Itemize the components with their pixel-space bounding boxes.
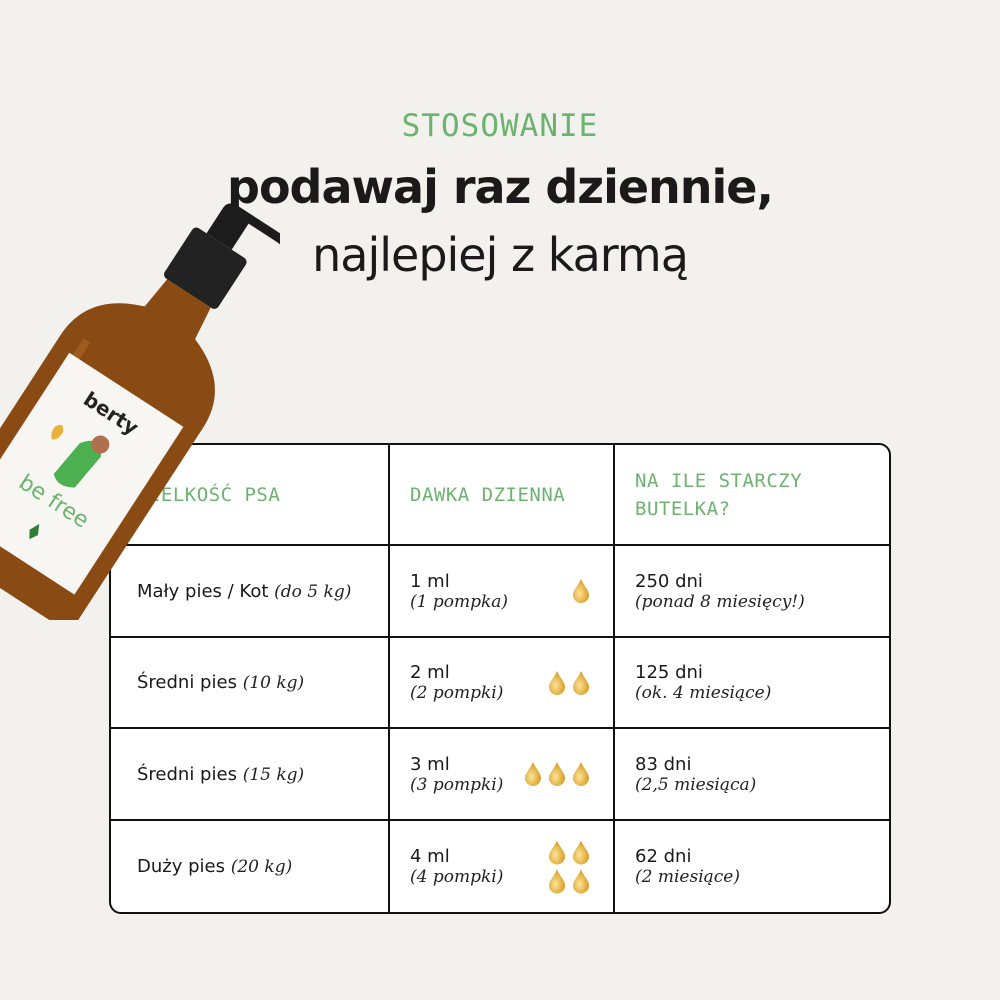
drops-group (521, 578, 591, 604)
size-label: Mały pies / Kot (137, 580, 269, 602)
header-bottle-duration: NA ILE STARCZY BUTELKA? (615, 445, 889, 546)
oil-drop-icon (525, 762, 541, 786)
oil-drop-icon (573, 670, 589, 695)
oil-drop-icon (573, 762, 589, 786)
oil-drop-icon (549, 670, 565, 695)
product-bottle-image: berty be free (0, 203, 280, 620)
cell-daily-dose: 1 ml (1 pompka) (390, 546, 615, 638)
dog-head-illustration (91, 435, 110, 454)
weight-label: (do 5 kg) (274, 581, 352, 602)
pumps-label: (3 pompki) (410, 774, 504, 795)
dose-value: 2 ml (410, 662, 450, 683)
cell-duration: 125 dni (ok. 4 miesiące) (615, 638, 889, 729)
cell-dog-size: Średni pies (15 kg) (111, 729, 390, 821)
section-eyebrow: STOSOWANIE (401, 108, 599, 144)
cell-dog-size: Duży pies (20 kg) (111, 821, 390, 912)
days-value: 125 dni (635, 662, 703, 683)
dog-size-text: Mały pies / Kot (do 5 kg) (137, 581, 388, 602)
dose-value: 1 ml (410, 570, 450, 592)
duration-label: (ponad 8 miesięcy!) (635, 591, 805, 612)
drops-group (521, 761, 591, 787)
days-value: 83 dni (635, 753, 692, 775)
cell-dog-size: Mały pies / Kot (do 5 kg) (111, 546, 390, 638)
headline-line-1: podawaj raz dziennie, (227, 160, 774, 214)
header-label: NA ILE STARCZY BUTELKA? (635, 469, 803, 520)
size-label: Średni pies (137, 763, 237, 785)
dog-size-text: Średni pies (10 kg) (137, 672, 388, 693)
pump-head (206, 203, 280, 262)
header-dog-size: WIELKOŚĆ PSA (111, 445, 390, 546)
drops-group (521, 670, 591, 696)
size-label: Średni pies (137, 672, 237, 693)
days-value: 62 dni (635, 846, 692, 867)
duration-label: (2 miesiące) (635, 867, 740, 887)
cell-duration: 62 dni (2 miesiące) (615, 821, 889, 912)
leaf-icon (29, 524, 40, 540)
oil-drop-icon (549, 840, 565, 864)
oil-drop-icon (549, 869, 565, 893)
header-daily-dose: DAWKA DZIENNA (390, 445, 615, 546)
duration-label: (ok. 4 miesiące) (635, 683, 772, 703)
days-value: 250 dni (635, 570, 703, 592)
dose-value: 3 ml (410, 753, 450, 775)
size-label: Duży pies (137, 856, 225, 877)
weight-label: (10 kg) (242, 673, 305, 693)
dog-size-text: Średni pies (15 kg) (137, 764, 388, 785)
pumps-label: (1 pompka) (410, 591, 509, 612)
dosage-table: WIELKOŚĆ PSA DAWKA DZIENNA NA ILE STARCZ… (109, 443, 891, 914)
label-drop-icon (51, 424, 64, 440)
pump-collar (164, 227, 247, 309)
weight-label: (20 kg) (230, 857, 293, 877)
header-label: WIELKOŚĆ PSA (137, 483, 281, 506)
oil-drop-icon (573, 579, 589, 603)
dog-illustration (53, 440, 102, 488)
cell-dog-size: Średni pies (10 kg) (111, 638, 390, 729)
pumps-label: (2 pompki) (410, 683, 504, 703)
drops-group (545, 839, 591, 894)
cell-duration: 83 dni (2,5 miesiąca) (615, 729, 889, 821)
headline-line-2: najlepiej z karmą (312, 228, 689, 282)
pumps-label: (4 pompki) (410, 867, 504, 887)
cell-daily-dose: 4 ml (4 pompki) (390, 821, 615, 912)
duration-label: (2,5 miesiąca) (635, 774, 757, 795)
weight-label: (15 kg) (242, 764, 305, 785)
cell-daily-dose: 2 ml (2 pompki) (390, 638, 615, 729)
oil-drop-icon (573, 869, 589, 893)
header-label: DAWKA DZIENNA (410, 483, 566, 506)
cell-daily-dose: 3 ml (3 pompki) (390, 729, 615, 821)
oil-drop-icon (573, 840, 589, 864)
dog-size-text: Duży pies (20 kg) (137, 856, 388, 877)
oil-drop-icon (549, 762, 565, 786)
cell-duration: 250 dni (ponad 8 miesięcy!) (615, 546, 889, 638)
dose-value: 4 ml (410, 846, 450, 867)
